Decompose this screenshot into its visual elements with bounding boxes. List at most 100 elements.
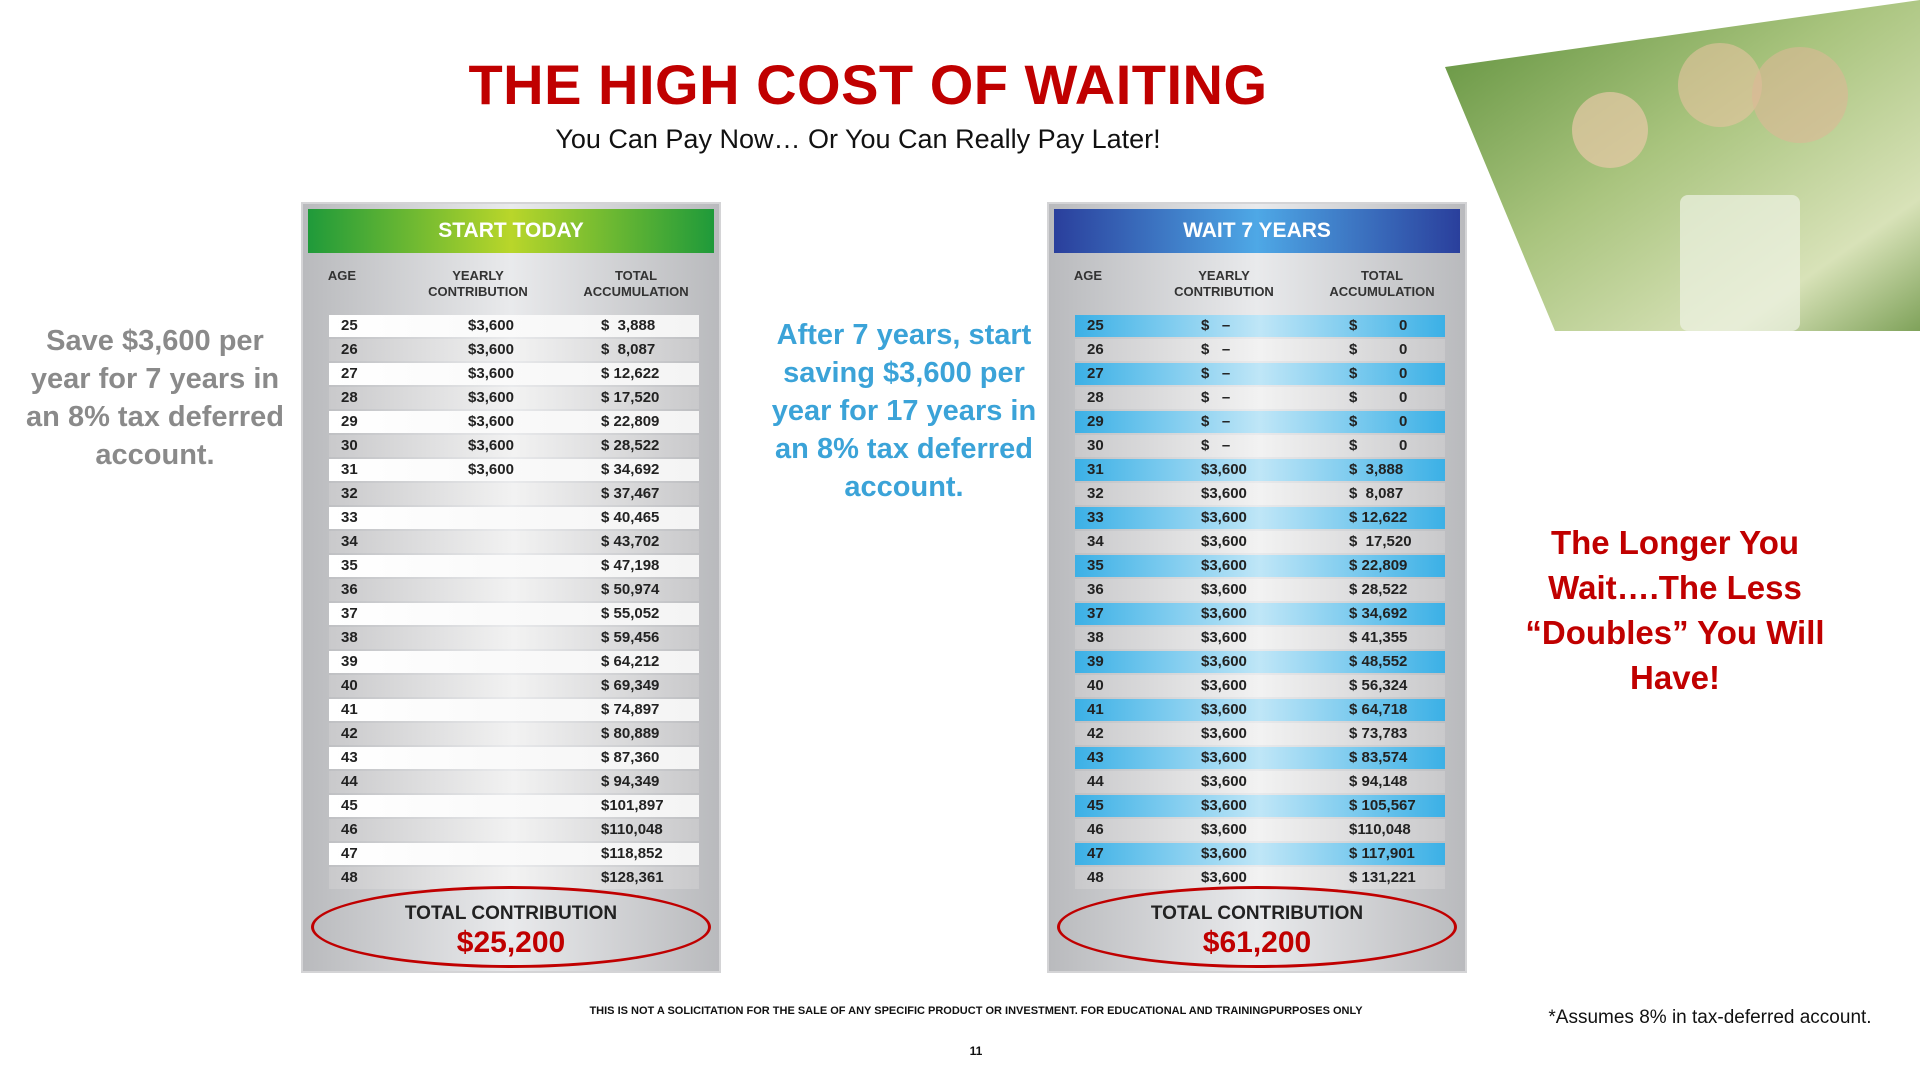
total-cell: $ 87,360 <box>601 749 660 766</box>
total-label: TOTAL CONTRIBUTION <box>404 903 618 924</box>
total-cell: $ 8,087 <box>601 341 656 358</box>
age-cell: 30 <box>1087 437 1104 454</box>
total-cell: $ 8,087 <box>1349 485 1404 502</box>
total-cell: $ 22,809 <box>1349 557 1408 574</box>
total-cell: $ 50,974 <box>601 581 660 598</box>
total-value: $61,200 <box>1202 926 1312 959</box>
total-cell: $ 34,692 <box>1349 605 1408 622</box>
total-cell: $ 40,465 <box>601 509 660 526</box>
age-cell: 28 <box>341 389 358 406</box>
table-row: 40 $3,600 $ 56,324 <box>1075 675 1445 697</box>
age-cell: 41 <box>341 701 358 718</box>
age-cell: 44 <box>341 773 358 790</box>
age-cell: 36 <box>1087 581 1104 598</box>
table-row: 43 $3,600 $ 83,574 <box>1075 747 1445 769</box>
contribution-cell: $3,600 <box>1201 821 1247 838</box>
contribution-cell: $3,600 <box>1201 461 1247 478</box>
column-header: AGE <box>327 268 357 283</box>
age-cell: 48 <box>1087 869 1104 886</box>
table-row: 26 $ – $ 0 <box>1075 339 1445 361</box>
age-cell: 43 <box>1087 749 1104 766</box>
total-cell: $ 83,574 <box>1349 749 1408 766</box>
age-cell: 42 <box>341 725 358 742</box>
contribution-cell: $3,600 <box>1201 677 1247 694</box>
total-cell: $ 3,888 <box>601 317 656 334</box>
age-cell: 40 <box>1087 677 1104 694</box>
total-cell: $ 48,552 <box>1349 653 1408 670</box>
total-value: $25,200 <box>456 926 566 959</box>
table-row: 47 $118,852 <box>329 843 699 865</box>
table-row: 36 $ 50,974 <box>329 579 699 601</box>
table-row: 40 $ 69,349 <box>329 675 699 697</box>
total-cell: $ 0 <box>1349 341 1408 358</box>
table-row: 31 $3,600 $ 3,888 <box>1075 459 1445 481</box>
contribution-cell: $3,600 <box>468 365 514 382</box>
contribution-cell: $3,600 <box>1201 629 1247 646</box>
contribution-cell: $3,600 <box>468 461 514 478</box>
total-cell: $ 28,522 <box>1349 581 1408 598</box>
contribution-cell: $3,600 <box>1201 533 1247 550</box>
column-header: TOTAL ACCUMULATION <box>1329 268 1435 299</box>
age-cell: 35 <box>1087 557 1104 574</box>
table-row: 46 $110,048 <box>329 819 699 841</box>
total-cell: $ 94,349 <box>601 773 660 790</box>
total-cell: $ 64,212 <box>601 653 660 670</box>
table-header: WAIT 7 YEARS <box>1054 209 1460 253</box>
age-cell: 46 <box>341 821 358 838</box>
table-row: 31 $3,600 $ 34,692 <box>329 459 699 481</box>
age-cell: 46 <box>1087 821 1104 838</box>
age-cell: 45 <box>341 797 358 814</box>
contribution-cell: $3,600 <box>1201 485 1247 502</box>
column-header: TOTAL ACCUMULATION <box>583 268 689 299</box>
total-cell: $ 0 <box>1349 437 1408 454</box>
total-cell: $ 37,467 <box>601 485 660 502</box>
total-cell: $ 0 <box>1349 413 1408 430</box>
age-cell: 43 <box>341 749 358 766</box>
total-cell: $ 17,520 <box>1349 533 1412 550</box>
total-ellipse <box>1057 886 1457 968</box>
total-cell: $ 22,809 <box>601 413 660 430</box>
age-cell: 31 <box>1087 461 1104 478</box>
age-cell: 39 <box>1087 653 1104 670</box>
table-row: 38 $ 59,456 <box>329 627 699 649</box>
total-cell: $ 56,324 <box>1349 677 1408 694</box>
contribution-cell: $ – <box>1201 317 1231 334</box>
contribution-cell: $3,600 <box>1201 653 1247 670</box>
table-header: START TODAY <box>308 209 714 253</box>
table-row: 38 $3,600 $ 41,355 <box>1075 627 1445 649</box>
contribution-cell: $3,600 <box>1201 749 1247 766</box>
table-row: 33 $ 40,465 <box>329 507 699 529</box>
contribution-cell: $3,600 <box>1201 701 1247 718</box>
age-cell: 33 <box>1087 509 1104 526</box>
contribution-cell: $3,600 <box>468 437 514 454</box>
total-cell: $ 64,718 <box>1349 701 1408 718</box>
age-cell: 40 <box>341 677 358 694</box>
middle-note: After 7 years, start saving $3,600 per y… <box>771 319 1037 503</box>
table-row: 45 $3,600 $ 105,567 <box>1075 795 1445 817</box>
table-row: 42 $3,600 $ 73,783 <box>1075 723 1445 745</box>
table-row: 34 $ 43,702 <box>329 531 699 553</box>
age-cell: 27 <box>341 365 358 382</box>
table-row: 41 $3,600 $ 64,718 <box>1075 699 1445 721</box>
age-cell: 29 <box>341 413 358 430</box>
total-cell: $ 105,567 <box>1349 797 1416 814</box>
total-cell: $ 12,622 <box>601 365 660 382</box>
age-cell: 25 <box>1087 317 1104 334</box>
contribution-cell: $3,600 <box>1201 773 1247 790</box>
age-cell: 26 <box>1087 341 1104 358</box>
contribution-cell: $3,600 <box>1201 557 1247 574</box>
total-cell: $ 80,889 <box>601 725 660 742</box>
contribution-cell: $3,600 <box>468 317 514 334</box>
footnote: *Assumes 8% in tax-deferred account. <box>1548 1007 1872 1028</box>
table-row: 26 $3,600 $ 8,087 <box>329 339 699 361</box>
table-row: 29 $3,600 $ 22,809 <box>329 411 699 433</box>
age-cell: 27 <box>1087 365 1104 382</box>
age-cell: 35 <box>341 557 358 574</box>
contribution-cell: $3,600 <box>1201 605 1247 622</box>
total-cell: $ 28,522 <box>601 437 660 454</box>
age-cell: 38 <box>341 629 358 646</box>
start-today-table: START TODAY AGE YEARLY CONTRIBUTION TOTAL A… <box>301 202 721 973</box>
total-cell: $101,897 <box>601 797 664 814</box>
age-cell: 47 <box>1087 845 1104 862</box>
age-cell: 29 <box>1087 413 1104 430</box>
